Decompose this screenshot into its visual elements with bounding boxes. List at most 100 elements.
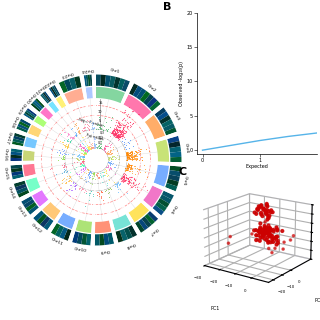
Point [66, 132, 71, 137]
Point [110, 131, 115, 136]
Point [107, 140, 112, 145]
Point [127, 125, 132, 130]
Point [117, 129, 122, 134]
Point [107, 162, 112, 167]
Point [117, 129, 122, 134]
Point [61, 157, 67, 162]
Point [64, 141, 69, 147]
Point [105, 164, 110, 169]
Point [98, 125, 103, 130]
Point [85, 148, 91, 153]
Polygon shape [19, 165, 85, 200]
Point [95, 126, 100, 131]
Point [118, 131, 123, 136]
Polygon shape [64, 88, 84, 104]
Point [106, 156, 111, 161]
Point [106, 152, 111, 157]
Point [123, 130, 128, 135]
Point [136, 111, 141, 116]
Point [116, 121, 121, 126]
Point [76, 157, 81, 163]
Point [117, 187, 123, 192]
Point [89, 188, 94, 193]
Polygon shape [38, 95, 88, 151]
Point [64, 144, 69, 149]
Point [113, 131, 118, 136]
Point [115, 132, 120, 138]
Point [116, 155, 121, 160]
Point [91, 135, 96, 140]
Point [82, 134, 87, 139]
Point [125, 111, 130, 116]
Point [127, 162, 132, 167]
Polygon shape [116, 230, 123, 243]
Point [96, 122, 101, 127]
Point [133, 153, 138, 158]
Point [122, 116, 127, 121]
Point [65, 131, 70, 136]
Point [71, 135, 76, 140]
Point [58, 138, 63, 143]
Point [107, 161, 112, 166]
Point [131, 153, 136, 158]
Point [102, 172, 108, 177]
Text: Chr23: Chr23 [60, 70, 74, 78]
Polygon shape [36, 213, 47, 224]
Point [117, 124, 123, 130]
Point [79, 186, 84, 191]
Point [144, 187, 149, 192]
Point [91, 172, 96, 178]
Polygon shape [124, 94, 151, 119]
Point [74, 155, 79, 160]
Point [129, 150, 134, 155]
Point [128, 164, 133, 170]
Text: Chr7: Chr7 [148, 226, 159, 236]
Point [114, 131, 119, 136]
Point [129, 150, 134, 155]
Point [132, 182, 137, 188]
Point [122, 175, 127, 180]
Polygon shape [161, 119, 173, 128]
Point [119, 133, 124, 138]
Point [97, 125, 102, 130]
Point [78, 143, 83, 148]
Polygon shape [157, 111, 169, 121]
Point [85, 166, 90, 172]
Point [126, 180, 131, 185]
Point [121, 175, 126, 180]
Point [127, 152, 132, 157]
Point [91, 170, 96, 175]
Point [102, 146, 107, 151]
Point [125, 164, 130, 169]
Polygon shape [32, 101, 42, 110]
Point [128, 155, 133, 160]
Point [122, 172, 127, 178]
Point [78, 147, 83, 152]
Point [126, 162, 131, 167]
Point [121, 142, 126, 147]
Point [116, 135, 122, 140]
Point [93, 144, 98, 149]
Point [132, 176, 137, 181]
Point [63, 168, 68, 173]
Polygon shape [52, 86, 59, 96]
Point [127, 165, 132, 170]
Point [61, 164, 67, 169]
Polygon shape [57, 212, 76, 229]
Point [146, 149, 151, 154]
Point [98, 196, 103, 201]
Point [116, 129, 121, 134]
Point [68, 126, 74, 131]
Point [103, 144, 108, 149]
Point [121, 131, 126, 136]
Point [73, 180, 78, 186]
Point [117, 120, 122, 125]
Point [78, 143, 83, 148]
Point [59, 156, 64, 161]
Point [122, 173, 127, 179]
Point [121, 129, 126, 134]
Polygon shape [44, 91, 52, 101]
Point [60, 177, 65, 182]
Point [85, 144, 90, 149]
Text: 15: 15 [99, 101, 103, 106]
